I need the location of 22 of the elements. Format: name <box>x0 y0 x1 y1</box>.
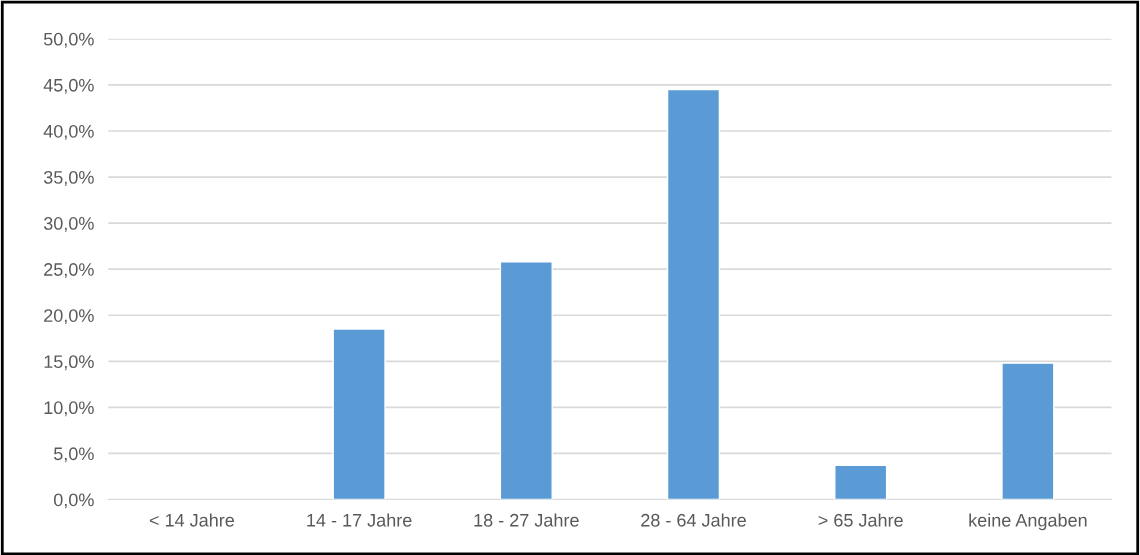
x-tick-label: < 14 Jahre <box>149 513 235 527</box>
y-tick-label: 45,0% <box>43 78 94 94</box>
bar <box>499 261 553 500</box>
bar <box>666 88 721 500</box>
y-tick-label: 35,0% <box>43 170 94 186</box>
bar <box>834 464 888 500</box>
bar <box>332 328 386 500</box>
x-tick-label: keine Angaben <box>969 513 1087 531</box>
x-tick-label: 28 - 64 Jahre <box>641 513 746 527</box>
y-tick-label: 30,0% <box>43 217 94 232</box>
y-tick-label: 0,0% <box>53 493 94 509</box>
y-tick-label: 50,0% <box>43 32 94 48</box>
y-tick-label: 5,0% <box>53 447 94 463</box>
x-tick-label: 14 - 17 Jahre <box>307 513 412 527</box>
y-tick-label: 25,0% <box>44 263 94 279</box>
y-tick-label: 15,0% <box>44 355 94 371</box>
x-tick-label: > 65 Jahre <box>818 513 903 527</box>
y-tick-label: 20,0% <box>44 309 94 325</box>
y-tick-label: 40,0% <box>43 124 94 140</box>
x-tick-label: 18 - 27 Jahre <box>474 513 579 527</box>
bar <box>1001 362 1055 500</box>
y-tick-label: 10,0% <box>44 401 94 417</box>
